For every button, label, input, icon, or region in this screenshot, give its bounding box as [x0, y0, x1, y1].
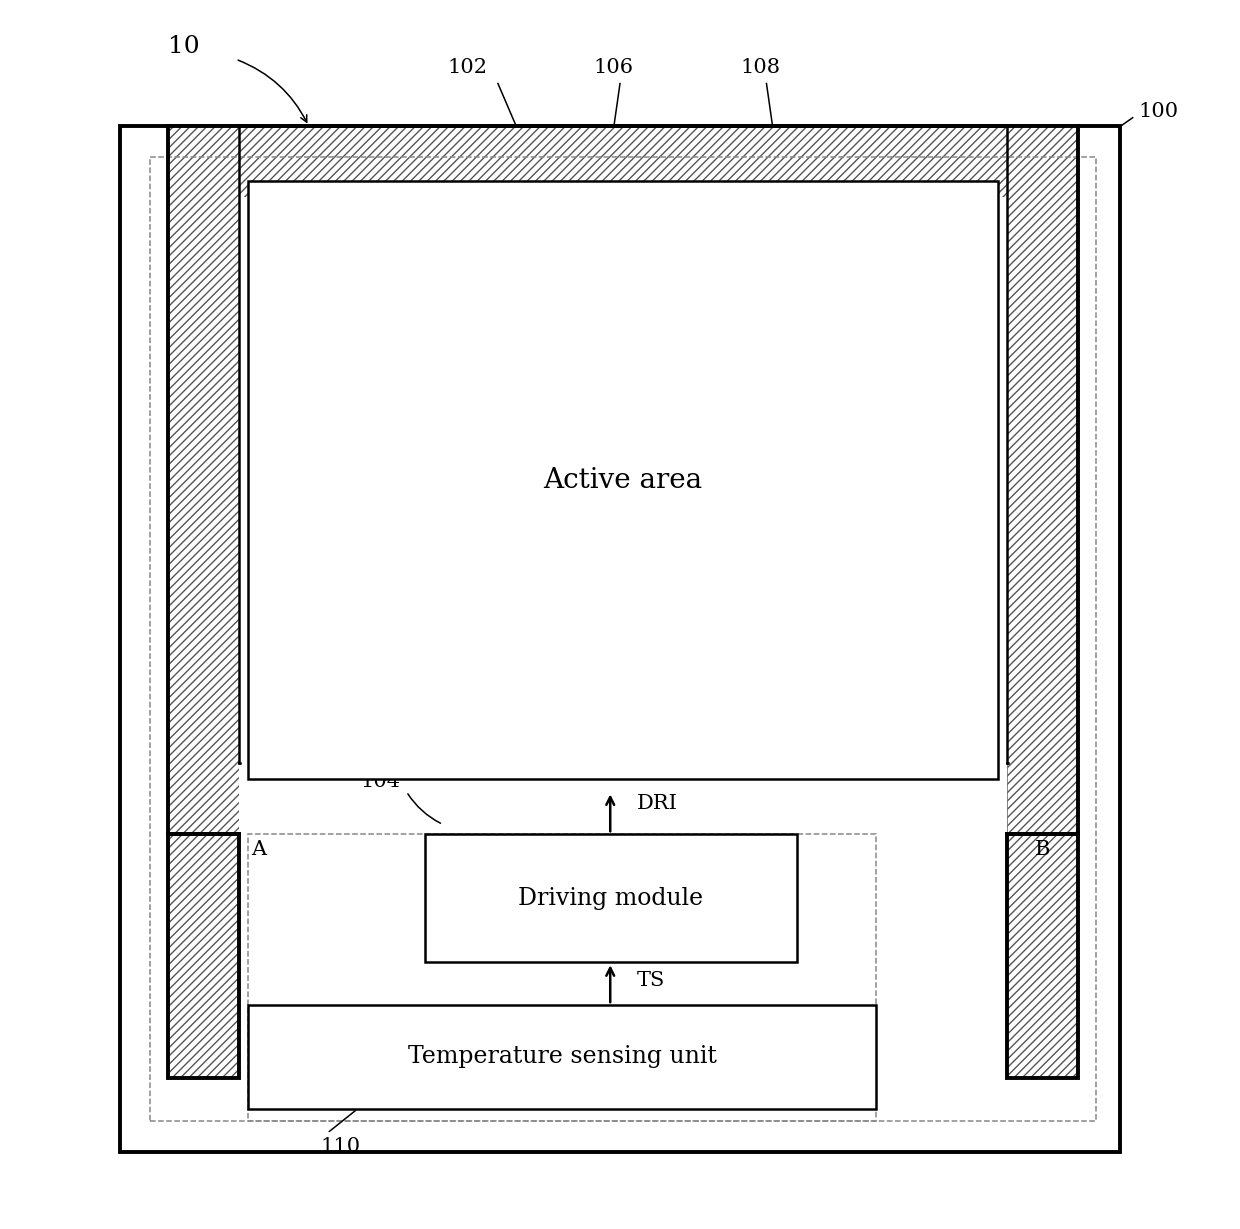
Text: 10: 10 [169, 36, 200, 59]
Text: Temperature sensing unit: Temperature sensing unit [408, 1046, 717, 1068]
Bar [150, 157, 1096, 1121]
Bar [248, 1005, 877, 1109]
Bar [169, 834, 239, 1078]
Text: B: B [1034, 841, 1050, 859]
Text: Active area: Active area [543, 467, 703, 494]
Text: TS: TS [637, 971, 666, 991]
Text: 102: 102 [448, 59, 487, 77]
Bar [248, 181, 998, 779]
Bar [248, 834, 877, 1121]
Bar [169, 127, 239, 834]
Bar [169, 834, 239, 1078]
Text: 110: 110 [321, 1137, 361, 1156]
Text: 106: 106 [594, 59, 634, 77]
Bar [1007, 834, 1078, 1078]
FancyArrowPatch shape [238, 60, 306, 122]
Text: DRI: DRI [637, 794, 678, 814]
Text: 108: 108 [740, 59, 780, 77]
Text: Driving module: Driving module [518, 887, 703, 909]
Text: 104: 104 [361, 773, 401, 791]
Bar [239, 197, 1007, 834]
Text: A: A [252, 841, 267, 859]
Bar [1007, 834, 1078, 1078]
Bar [424, 834, 797, 962]
Bar [169, 127, 1078, 197]
Bar [119, 127, 1121, 1152]
Bar [1007, 127, 1078, 834]
Text: 100: 100 [1138, 102, 1179, 122]
